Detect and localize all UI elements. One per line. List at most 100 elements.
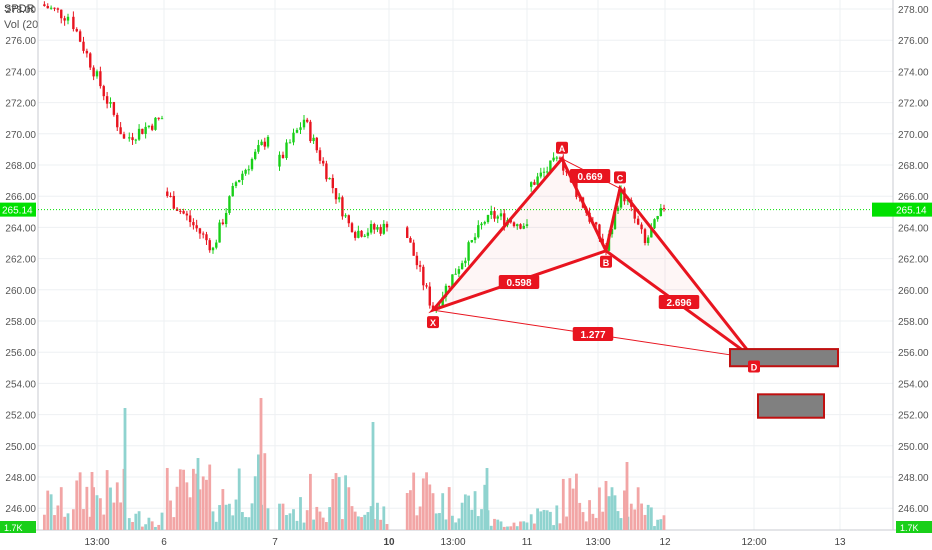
y-tick-label-left: 252.00 (5, 411, 36, 422)
pattern-ratio-label: 0.598 (506, 278, 531, 289)
candle-body (134, 139, 138, 141)
volume-bar (376, 502, 379, 530)
candle-body (480, 223, 483, 226)
volume-bar (555, 505, 559, 530)
candle-body (653, 219, 656, 229)
candle-body (49, 7, 53, 9)
volume-bar (218, 505, 221, 530)
candle-body (92, 67, 95, 77)
x-tick-label: 13:00 (84, 537, 109, 548)
candle-body (250, 159, 254, 170)
y-tick-label-right: 258.00 (898, 317, 929, 328)
volume-bar (208, 464, 212, 530)
volume-bar (473, 491, 477, 530)
y-tick-label-right: 250.00 (898, 442, 929, 453)
y-tick-label-left: 248.00 (5, 473, 36, 484)
candle-body (659, 208, 663, 217)
volume-bar (571, 488, 575, 530)
volume-bar (98, 498, 102, 530)
pattern-point-box (600, 255, 612, 268)
volume-bar (347, 487, 351, 530)
candle-body (53, 7, 56, 9)
volume-bar (385, 524, 389, 530)
volume-bar (237, 468, 241, 530)
volume-bar (131, 521, 134, 530)
volume-bar (214, 521, 218, 530)
candle-body (415, 255, 419, 266)
candle-body (169, 195, 172, 197)
candle-body (244, 169, 247, 174)
volume-bar (247, 517, 251, 530)
volume-bar (581, 512, 585, 530)
volume-bar (356, 516, 360, 530)
candle-body (109, 102, 112, 104)
volume-bar (305, 510, 309, 530)
volume-bar (263, 453, 267, 530)
volume-bar (447, 487, 451, 530)
candle-body (195, 225, 198, 229)
candle-body (175, 208, 179, 211)
volume-bar (312, 519, 315, 530)
candle-body (441, 296, 444, 306)
candle-body (353, 232, 357, 238)
candle-body (409, 238, 412, 243)
volume-bar (480, 509, 483, 530)
volume-bar (309, 473, 312, 530)
candle-body (464, 260, 467, 264)
candle-body (285, 142, 288, 158)
target-zone-box (729, 348, 839, 368)
y-tick-label-right: 246.00 (898, 504, 929, 515)
candle-body (428, 286, 431, 306)
last-price-label-left: 265.14 (2, 206, 33, 217)
candle-body (373, 224, 376, 230)
candle-body (288, 142, 292, 144)
volume-bar (607, 496, 611, 530)
candle-body (363, 235, 366, 237)
volume-bar (49, 494, 53, 530)
volume-bar (594, 517, 598, 530)
volume-bar (105, 470, 109, 530)
candle-body (205, 234, 208, 241)
volume-bar (288, 513, 292, 530)
last-price-tag-left (0, 202, 36, 217)
volume-bar (318, 511, 322, 530)
candle-body (552, 157, 555, 161)
candle-body (260, 141, 263, 146)
volume-bar (434, 513, 438, 530)
candle-body (325, 163, 328, 180)
volume-bar (578, 502, 582, 530)
candle-body (224, 212, 228, 225)
candle-body (102, 86, 105, 97)
volume-bar (412, 472, 416, 530)
volume-bar (192, 468, 195, 530)
volume-bar (515, 526, 519, 530)
volume-bar (253, 476, 257, 530)
candle-body (198, 228, 202, 234)
volume-bar (127, 518, 131, 530)
volume-bar (360, 517, 363, 530)
candle-body (312, 137, 315, 142)
candle-body (656, 216, 659, 220)
candle-body (646, 237, 650, 243)
candle-body (347, 215, 350, 224)
volume-bar (476, 516, 480, 530)
y-tick-label-right: 274.00 (898, 67, 929, 78)
candle-body (241, 173, 244, 181)
candle-body (643, 229, 647, 243)
candle-body (422, 266, 425, 286)
candle-body (496, 216, 499, 219)
volume-bar (536, 508, 539, 530)
candle-body (105, 96, 109, 104)
y-tick-label-right: 268.00 (898, 161, 929, 172)
volume-bar (150, 521, 154, 530)
candle-body (483, 222, 486, 224)
volume-axis-tag-right (896, 521, 932, 533)
candle-body (299, 127, 302, 130)
candle-body (43, 4, 46, 7)
candle-body (63, 18, 66, 21)
volume-bar (489, 525, 493, 530)
candle-body (281, 154, 285, 158)
candle-body (341, 197, 344, 217)
candle-body (318, 150, 322, 161)
